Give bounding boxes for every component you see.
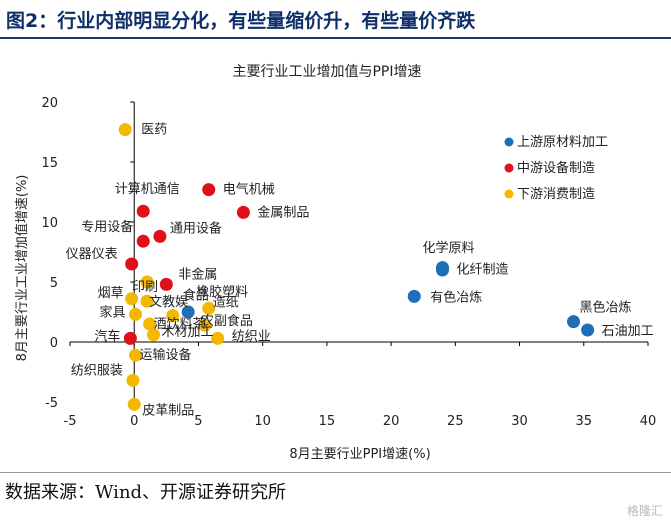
point-label: 文教娱 (149, 294, 188, 310)
legend-marker-midstream (504, 163, 514, 173)
point-label: 汽车 (94, 328, 120, 344)
x-tick-label: 0 (130, 414, 138, 429)
point-label: 化学原料 (422, 240, 474, 256)
data-point-midstream (136, 234, 150, 248)
axes: -5 0 5 10 15 20 25 30 35 40 -5 0 5 10 15 20 (41, 96, 656, 429)
data-point-midstream (136, 204, 150, 218)
y-tick-label: 20 (41, 96, 58, 111)
source-note: 数据来源：Wind、开源证券研究所 (5, 482, 287, 503)
data-point-midstream (159, 277, 173, 291)
data-point-downstream (125, 292, 139, 306)
x-tick-label: 35 (576, 414, 593, 429)
x-tick-label: 25 (447, 414, 464, 429)
point-label: 纺织业 (232, 329, 271, 344)
data-point-downstream (140, 275, 154, 289)
x-tick-label: 30 (511, 414, 528, 429)
point-label: 酒饮料茶 (154, 316, 206, 332)
y-tick-label: 5 (50, 276, 58, 291)
data-point-midstream (125, 257, 139, 271)
point-label: 家具 (99, 304, 125, 320)
data-point-midstream (123, 331, 137, 345)
data-point-downstream (129, 348, 143, 362)
point-label: 仪器仪表 (66, 247, 118, 262)
bottom-rule (0, 472, 671, 473)
title-rule (0, 37, 671, 39)
point-label: 计算机通信 (115, 182, 180, 197)
data-point-downstream (198, 318, 212, 332)
point-label: 专用设备 (81, 219, 133, 235)
data-point-upstream (181, 305, 195, 319)
data-point-midstream (202, 183, 216, 197)
scatter-chart: 主要行业工业增加值与PPI增速 8月主要行业PPI增速(%) 8月主要行业工业增… (14, 64, 656, 462)
legend-label-upstream: 上游原材料加工 (517, 135, 608, 150)
data-point-downstream (127, 397, 141, 411)
x-tick-label: 10 (254, 414, 271, 429)
data-point-downstream (146, 328, 160, 342)
x-tick-label: 5 (194, 414, 202, 429)
data-point-downstream (211, 331, 225, 345)
y-tick-label: 15 (41, 156, 58, 171)
point-label: 化纤制造 (456, 263, 508, 278)
point-label: 有色冶炼 (430, 289, 482, 305)
point-label: 造纸 (213, 295, 239, 310)
point-label: 黑色冶炼 (580, 300, 632, 316)
y-tick-label: 0 (50, 336, 58, 351)
data-point-upstream (407, 289, 421, 303)
point-label: 烟草 (98, 286, 124, 301)
point-label: 运输设备 (140, 347, 192, 363)
point-label: 电气机械 (223, 182, 275, 198)
data-point-downstream (118, 123, 132, 137)
point-label: 非金属 (178, 266, 217, 282)
point-label: 食品 (183, 288, 209, 304)
data-point-downstream (143, 317, 157, 331)
data-point-upstream (435, 261, 449, 275)
watermark: 格隆汇 (626, 504, 663, 518)
x-tick-label: 20 (383, 414, 400, 429)
data-point-midstream (153, 229, 167, 243)
point-label: 皮革制品 (142, 403, 194, 418)
point-label: 通用设备 (170, 220, 222, 236)
data-point-midstream (236, 205, 250, 219)
data-point-downstream (126, 373, 140, 387)
y-axis-label: 8月主要行业工业增加值增速(%) (14, 175, 30, 362)
data-point-downstream (202, 301, 216, 315)
data-points (118, 123, 595, 411)
data-point-upstream (581, 323, 595, 337)
y-tick-label: -5 (45, 396, 58, 411)
legend-marker-upstream (504, 137, 514, 147)
point-label: 医药 (141, 123, 167, 138)
figure-title: 图2：行业内部明显分化，有些量缩价升，有些量价齐跌 (6, 10, 476, 32)
data-point-downstream (129, 307, 143, 321)
y-tick-label: 10 (41, 216, 58, 231)
point-label: 木材加工 (161, 325, 213, 340)
legend-label-downstream: 下游消费制造 (517, 187, 595, 202)
x-tick-label: 40 (640, 414, 657, 429)
point-label: 印刷 (132, 280, 158, 295)
x-axis-label: 8月主要行业PPI增速(%) (289, 447, 430, 462)
data-point-upstream (567, 315, 581, 329)
point-label: 农副食品 (201, 313, 253, 329)
data-point-downstream (166, 309, 180, 323)
x-tick-label: -5 (64, 414, 77, 429)
point-label: 纺织服装 (71, 363, 123, 378)
point-label: 金属制品 (257, 204, 309, 220)
x-tick-label: 15 (319, 414, 336, 429)
legend-label-midstream: 中游设备制造 (517, 160, 595, 176)
legend-marker-downstream (504, 189, 514, 199)
chart-title: 主要行业工业增加值与PPI增速 (232, 64, 421, 80)
point-label: 石油加工 (602, 324, 654, 339)
point-label: 橡胶塑料 (196, 284, 248, 300)
data-point-downstream (140, 294, 154, 308)
